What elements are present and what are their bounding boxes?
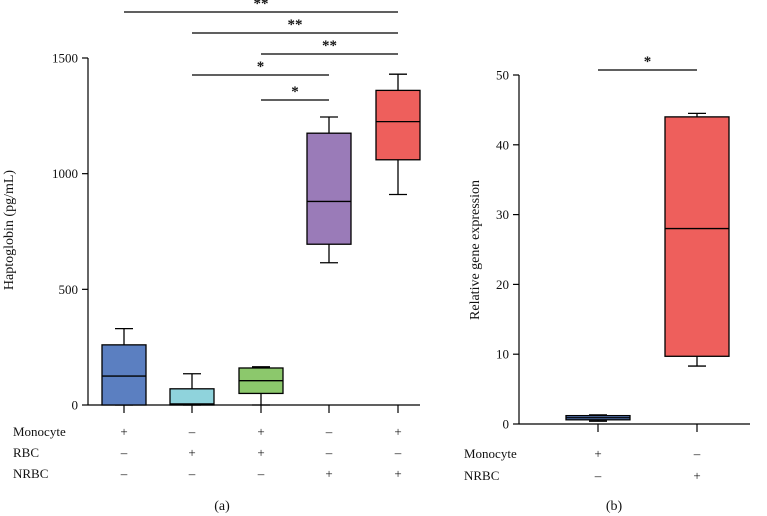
box-group-3 xyxy=(238,366,284,406)
condition-mark: – xyxy=(693,446,701,461)
condition-mark: + xyxy=(693,468,700,483)
panel-b-label: (b) xyxy=(606,499,623,514)
condition-mark: – xyxy=(594,468,602,483)
significance-label: ** xyxy=(322,38,337,54)
box-group-2 xyxy=(169,373,215,406)
condition-mark: + xyxy=(188,445,195,460)
condition-mark: – xyxy=(325,424,333,439)
condition-mark: – xyxy=(120,445,128,460)
panel-b: Relative gene expression (b) 0 10 20 30 40 50… xyxy=(464,54,750,514)
condition-label-rbc: RBC xyxy=(13,445,39,460)
panel-a-label: (a) xyxy=(214,499,230,514)
y-tick-label: 20 xyxy=(496,277,509,292)
box-group-1 xyxy=(101,328,147,406)
y-tick-label: 0 xyxy=(503,417,510,432)
box xyxy=(664,116,730,357)
condition-mark: – xyxy=(257,466,265,481)
condition-mark: + xyxy=(394,424,401,439)
condition-mark: – xyxy=(188,424,196,439)
condition-mark: + xyxy=(394,466,401,481)
condition-mark: + xyxy=(594,446,601,461)
box-group-1 xyxy=(565,414,631,422)
panel-a: Haptoglobin (pg/mL) (a) 0 500 1000 1500 Mono… xyxy=(2,0,421,514)
condition-label-monocyte: Monocyte xyxy=(464,446,517,461)
significance-label: * xyxy=(644,54,652,70)
y-tick-label: 40 xyxy=(496,137,509,152)
y-tick-label: 10 xyxy=(496,347,509,362)
condition-mark: – xyxy=(394,445,402,460)
box-group-5 xyxy=(375,73,421,196)
condition-mark: – xyxy=(120,466,128,481)
condition-mark: + xyxy=(325,466,332,481)
y-tick-label: 1500 xyxy=(52,51,78,66)
box xyxy=(101,344,147,406)
condition-mark: – xyxy=(325,445,333,460)
panel-a-y-axis-label: Haptoglobin (pg/mL) xyxy=(2,170,17,290)
y-tick-label: 30 xyxy=(496,207,509,222)
condition-mark: + xyxy=(120,424,127,439)
condition-mark: – xyxy=(188,466,196,481)
box xyxy=(306,132,352,245)
significance-label: * xyxy=(291,84,299,100)
y-tick-label: 50 xyxy=(496,68,509,83)
condition-label-nrbc: NRBC xyxy=(464,468,499,483)
condition-mark: + xyxy=(257,445,264,460)
significance-label: * xyxy=(257,59,265,75)
significance-label: ** xyxy=(288,17,303,33)
box-group-2 xyxy=(664,112,730,367)
box xyxy=(169,388,215,406)
panel-b-y-axis-label: Relative gene expression xyxy=(468,180,483,320)
condition-label-nrbc: NRBC xyxy=(13,466,48,481)
y-tick-label: 0 xyxy=(72,398,79,413)
condition-label-monocyte: Monocyte xyxy=(13,424,66,439)
condition-mark: + xyxy=(257,424,264,439)
y-tick-label: 1000 xyxy=(52,166,78,181)
significance-label: ** xyxy=(254,0,269,12)
box-group-4 xyxy=(306,116,352,264)
y-tick-label: 500 xyxy=(59,282,79,297)
box xyxy=(375,89,421,161)
